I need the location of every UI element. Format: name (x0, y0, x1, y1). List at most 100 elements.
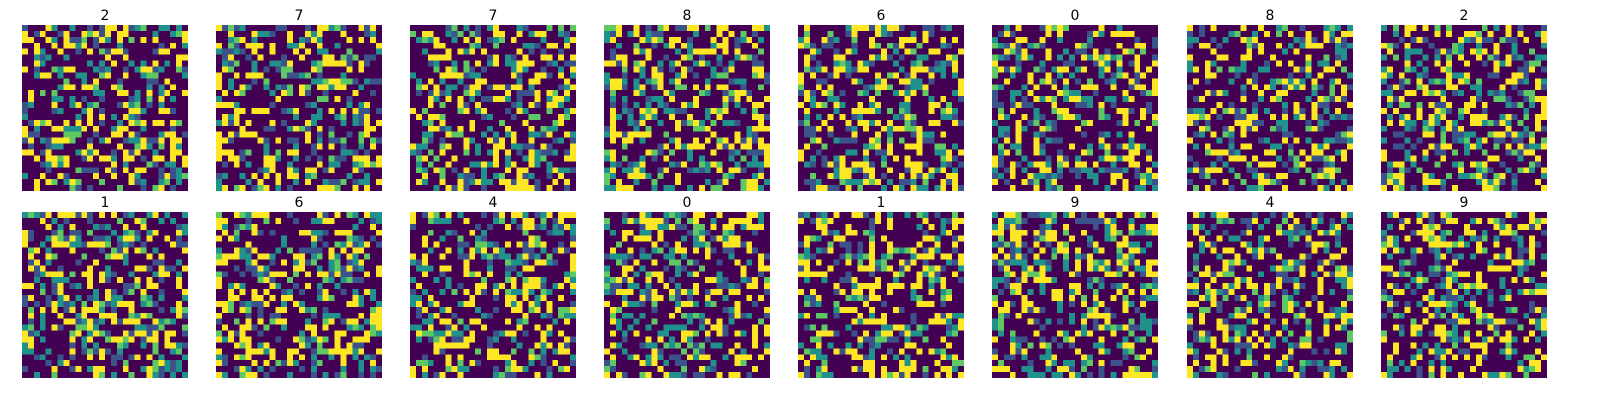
heatmap-cell (158, 149, 165, 156)
heatmap-cell (128, 185, 135, 191)
heatmap-cell (481, 108, 488, 114)
heatmap-cell (1009, 143, 1016, 150)
heatmap-cell (1063, 131, 1070, 138)
heatmap-cell (997, 113, 1004, 120)
heatmap-cell (146, 108, 153, 114)
heatmap-cell (940, 131, 947, 138)
heatmap-cell (415, 119, 422, 126)
heatmap-cell (1092, 30, 1099, 37)
heatmap-cell (364, 72, 371, 79)
heatmap-cell (845, 155, 852, 162)
heatmap-cell (182, 149, 188, 156)
heatmap-cell (997, 30, 1004, 37)
heatmap-cell (928, 54, 935, 61)
heatmap-cell (857, 173, 864, 180)
heatmap-cell (1009, 54, 1016, 61)
heatmap-cell (657, 102, 664, 108)
heatmap-cell (875, 113, 881, 120)
heatmap-cell (615, 119, 622, 126)
heatmap-cell (57, 131, 64, 138)
heatmap-cell (281, 90, 288, 97)
heatmap-cell (510, 167, 517, 174)
heatmap-cell (1021, 137, 1028, 144)
heatmap-cell (364, 60, 371, 67)
heatmap-cell (275, 161, 282, 168)
heatmap-cell (227, 108, 234, 114)
heatmap-cell (504, 25, 511, 31)
heatmap-cell (516, 131, 523, 138)
heatmap-cell (1240, 78, 1247, 85)
heatmap-cell (376, 48, 382, 55)
heatmap-cell (698, 36, 705, 43)
heatmap-cell (1140, 125, 1147, 132)
heatmap-cell (510, 30, 517, 37)
heatmap-cell (1092, 90, 1099, 97)
heatmap-cell (510, 54, 517, 61)
heatmap-cell (740, 30, 747, 37)
heatmap-cell (809, 60, 816, 67)
heatmap-cell (639, 84, 646, 91)
heatmap-cell (764, 66, 770, 73)
heatmap-cell (146, 102, 153, 108)
heatmap-cell (251, 179, 258, 186)
heatmap-cell (116, 149, 123, 156)
heatmap-cell (22, 125, 28, 132)
heatmap-cell (534, 167, 541, 174)
heatmap-cell (633, 25, 640, 31)
heatmap-cell (116, 54, 123, 61)
heatmap-cell (493, 137, 499, 144)
heatmap-cell (657, 155, 664, 162)
heatmap-cell (346, 173, 353, 180)
heatmap-cell (516, 48, 523, 55)
heatmap-cell (358, 30, 365, 37)
heatmap-cell (99, 72, 105, 79)
heatmap-cell (803, 149, 810, 156)
heatmap-cell (952, 161, 959, 168)
heatmap-cell (1305, 66, 1312, 73)
heatmap-cell (1086, 66, 1093, 73)
heatmap-cell (57, 72, 64, 79)
heatmap-cell (522, 113, 529, 120)
heatmap-cell (669, 102, 676, 108)
heatmap-cell (746, 173, 753, 180)
heatmap-cell (164, 102, 171, 108)
heatmap-cell (310, 125, 317, 132)
heatmap-cell (1069, 173, 1075, 180)
heatmap-cell (1051, 143, 1058, 150)
heatmap-cell (493, 60, 499, 67)
heatmap-cell (227, 113, 234, 120)
heatmap-cell (758, 66, 765, 73)
heatmap-cell (346, 179, 353, 186)
heatmap-cell (681, 42, 687, 49)
heatmap-cell (863, 25, 870, 31)
heatmap-cell (510, 119, 517, 126)
heatmap-cell (27, 185, 34, 191)
heatmap-cell (734, 167, 741, 174)
heatmap-cell (358, 149, 365, 156)
heatmap-cell (376, 54, 382, 61)
heatmap-cell (928, 143, 935, 150)
heatmap-cell (275, 119, 282, 126)
heatmap-cell (1122, 42, 1129, 49)
heatmap-cell (609, 48, 616, 55)
heatmap-cell (39, 36, 46, 43)
heatmap-cell (257, 185, 264, 191)
panel-title: 8 (682, 8, 692, 24)
heatmap-cell (39, 60, 46, 67)
heatmap-cell (281, 102, 288, 108)
heatmap-cell (93, 36, 100, 43)
heatmap-cell (1305, 72, 1312, 79)
heatmap-cell (704, 143, 711, 150)
heatmap-cell (803, 66, 810, 73)
heatmap-cell (1187, 42, 1193, 49)
heatmap-cell (1033, 185, 1040, 191)
heatmap-cell (1033, 25, 1040, 31)
heatmap-cell (469, 137, 476, 144)
heatmap-cell (299, 185, 305, 191)
heatmap-cell (752, 84, 759, 91)
heatmap-cell (621, 78, 628, 85)
heatmap-cell (928, 108, 935, 114)
heatmap-cell (87, 161, 94, 168)
heatmap-cell (892, 179, 899, 186)
heatmap-cell (669, 72, 676, 79)
